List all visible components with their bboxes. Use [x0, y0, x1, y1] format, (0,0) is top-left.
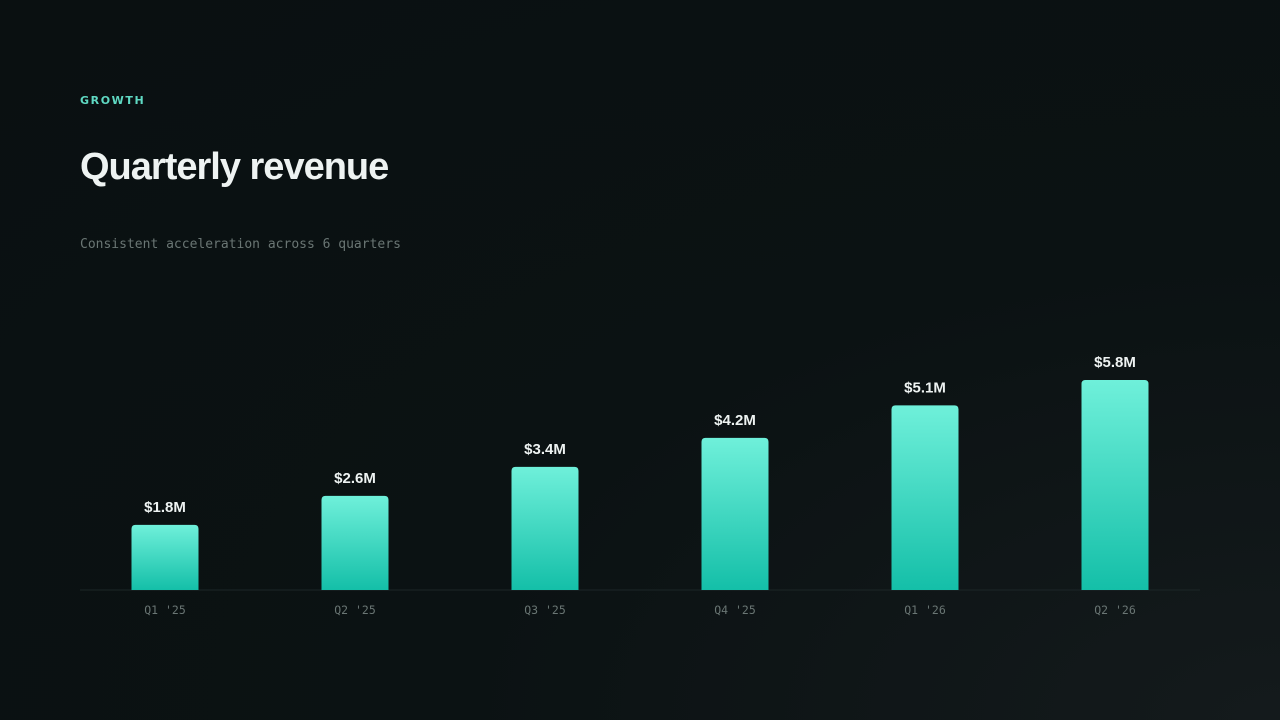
x-tick-label: Q3 '25 — [524, 603, 566, 617]
bar-5 — [1081, 380, 1149, 590]
bar-value-label: $3.4M — [524, 441, 566, 458]
bar-value-label: $5.1M — [904, 379, 946, 396]
eyebrow-label: GROWTH — [80, 94, 146, 107]
x-tick-label: Q2 '26 — [1094, 603, 1136, 617]
bar-value-label: $2.6M — [334, 470, 376, 487]
bar-1 — [321, 495, 389, 590]
bar-3 — [701, 437, 769, 590]
x-tick-label: Q1 '26 — [904, 603, 946, 617]
bar-4 — [891, 405, 959, 590]
bar-0 — [131, 524, 199, 590]
bar-value-label: $5.8M — [1094, 354, 1136, 371]
page-title: Quarterly revenue — [80, 146, 389, 188]
x-tick-label: Q4 '25 — [714, 603, 756, 617]
x-tick-label: Q1 '25 — [144, 603, 186, 617]
bar-2 — [511, 466, 579, 590]
page-subtitle: Consistent acceleration across 6 quarter… — [80, 237, 401, 252]
x-tick-label: Q2 '25 — [334, 603, 376, 617]
bar-value-label: $4.2M — [714, 412, 756, 429]
bar-value-label: $1.8M — [144, 499, 186, 516]
